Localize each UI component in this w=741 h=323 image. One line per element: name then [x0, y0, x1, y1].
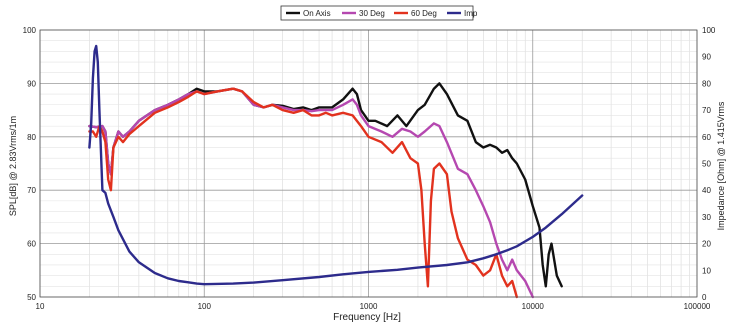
- y-tick-label: 80: [27, 133, 36, 142]
- y2-tick-label: 40: [702, 186, 711, 195]
- y2-tick-label: 80: [702, 79, 711, 88]
- y2-axis-title: Impedance [Ohm] @ 1.415Vrms: [716, 101, 726, 230]
- y2-tick-label: 0: [702, 293, 707, 302]
- legend: On Axis 30 Deg 60 Deg Imp: [280, 5, 478, 21]
- y-tick-label: 90: [27, 79, 36, 88]
- legend-label-30-deg: 30 Deg: [359, 9, 385, 18]
- x-tick-label: 10000: [522, 302, 545, 311]
- y-axis-title: SPL[dB] @ 2.83Vrms/1m: [8, 116, 18, 216]
- x-tick-labels: 10 100 1000 10000 100000: [36, 302, 711, 311]
- y2-tick-label: 10: [702, 266, 711, 275]
- x-axis-title: Frequency [Hz]: [333, 312, 401, 323]
- legend-box: [280, 5, 474, 21]
- x-tick-label: 10: [36, 302, 45, 311]
- x-tick-label: 1000: [360, 302, 378, 311]
- series-line-imp: [88, 44, 584, 286]
- y-tick-label: 50: [27, 293, 36, 302]
- y-tick-label: 100: [23, 26, 37, 35]
- y2-tick-label: 30: [702, 213, 711, 222]
- y2-tick-labels: 0 10 20 30 40 50 60 70 80 90 100: [702, 26, 716, 302]
- x-tick-label: 100: [198, 302, 212, 311]
- y2-tick-label: 60: [702, 133, 711, 142]
- y-tick-labels: 50 60 70 80 90 100: [23, 26, 37, 302]
- y-tick-label: 70: [27, 186, 36, 195]
- series-line-60-deg: [88, 87, 518, 299]
- legend-label-on-axis: On Axis: [303, 9, 331, 18]
- y2-tick-label: 90: [702, 53, 711, 62]
- y2-tick-label: 100: [702, 26, 716, 35]
- y2-tick-label: 50: [702, 160, 711, 169]
- plot-frame: [39, 29, 698, 298]
- y2-tick-label: 70: [702, 106, 711, 115]
- y2-tick-label: 20: [702, 240, 711, 249]
- legend-label-imp: Imp: [464, 9, 478, 18]
- x-tick-label: 100000: [684, 302, 711, 311]
- series-layer: [88, 44, 584, 299]
- series-line-30-deg: [88, 87, 534, 299]
- legend-label-60-deg: 60 Deg: [411, 9, 437, 18]
- y-tick-label: 60: [27, 240, 36, 249]
